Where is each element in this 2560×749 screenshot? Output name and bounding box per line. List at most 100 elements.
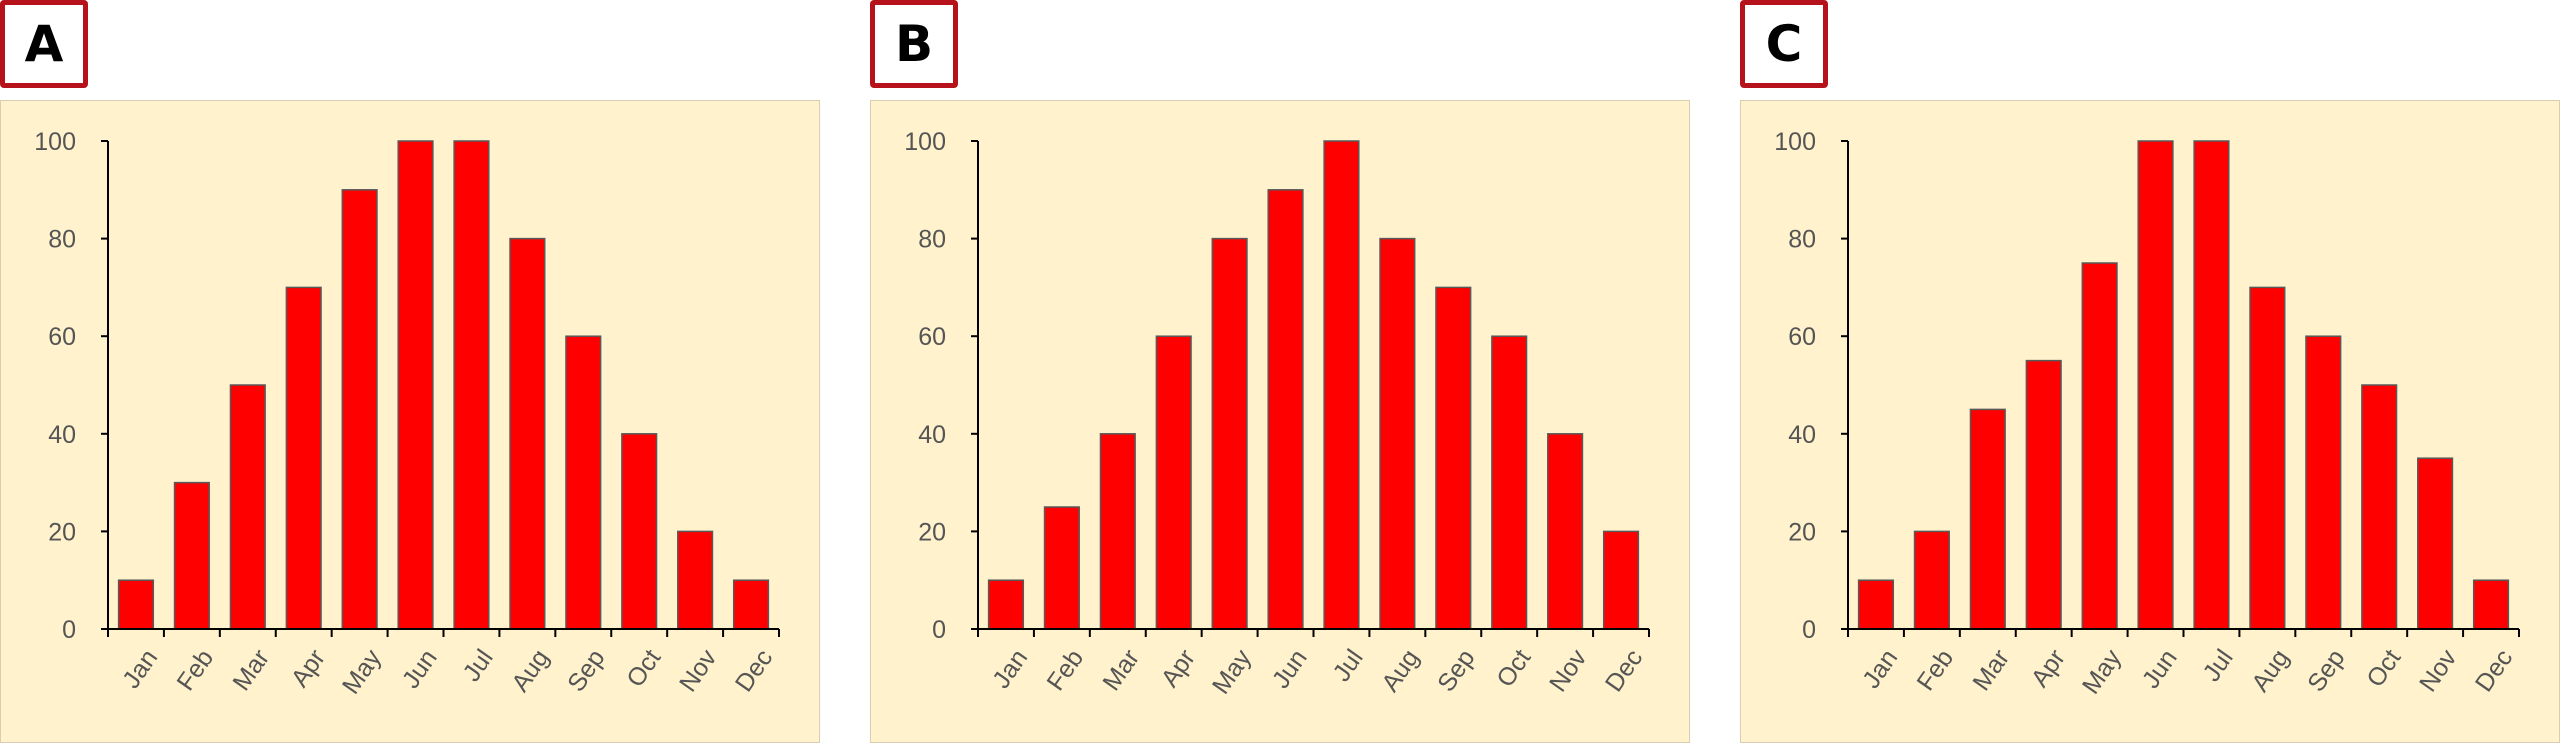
chart-panel-a: A 0 20 40 60 80 100 Jan Feb Mar Apr May Jun Jul Aug Se… [0,0,820,743]
bar [1547,433,1584,630]
chart-area: 0 20 40 60 80 100 Jan Feb Mar Apr May Jun Jul Aug Sep O… [870,100,1690,743]
x-tick-label: Oct [1491,644,1536,692]
y-tick-label: 60 [1788,323,1816,351]
x-tick-label: Jun [397,644,443,693]
x-tick-label: Oct [621,644,666,692]
bar [1491,335,1528,630]
bar-chart: 0 20 40 60 80 100 Jan Feb Mar Apr May Jun Jul Aug Sep O… [904,128,1650,699]
bar [2361,384,2398,630]
bar [732,579,770,630]
bar [285,286,322,630]
x-tick-label: Nov [2414,644,2463,697]
bar [173,481,210,630]
x-tick-label: Sep [1432,644,1480,696]
x-tick-label: Jul [457,644,498,686]
x-tick-label: Jun [2137,644,2183,693]
y-tick-label: 80 [918,226,946,254]
bar-chart: 0 20 40 60 80 100 Jan Feb Mar Apr May Jun Jul Aug Sep O… [1774,128,2520,699]
x-tick-label: Mar [227,644,275,695]
y-tick-label: 40 [48,421,76,449]
x-tick-label: Feb [171,644,219,695]
x-tick-label: May [1207,644,1257,699]
bar [987,579,1025,630]
y-tick-label: 60 [918,323,946,351]
x-tick-label: Mar [1097,644,1145,695]
x-tick-label: Jun [1267,644,1313,693]
bar [2137,140,2174,630]
bar [2305,335,2342,630]
x-tick-label: Nov [674,644,723,697]
x-tick-label: Dec [730,644,778,696]
y-tick-label: 20 [1788,518,1816,546]
x-tick-label: Feb [1911,644,1959,695]
bar [621,433,658,630]
x-tick-label: Jul [1327,644,1368,686]
bar [2025,359,2062,630]
bar [2193,140,2230,630]
panel-label-badge: C [1740,0,1828,88]
bar [2081,262,2118,630]
bar [2472,579,2510,630]
bar [1435,286,1472,630]
x-tick-label: Jul [2197,644,2238,686]
x-tick-label: Aug [1376,644,1424,696]
y-tick-label: 80 [48,226,76,254]
x-tick-label: Nov [1544,644,1593,697]
bar [1099,433,1136,630]
y-tick-label: 40 [1788,421,1816,449]
x-tick-label: Dec [2470,644,2518,696]
x-tick-label: Jan [117,644,163,693]
y-tick-label: 100 [1774,128,1816,156]
bar [117,579,155,630]
bar [677,530,714,630]
bar [2249,286,2286,630]
bar [453,140,490,630]
x-tick-label: Jan [1857,644,1903,693]
chart-area: 0 20 40 60 80 100 Jan Feb Mar Apr May Jun Jul Aug Sep O… [1740,100,2560,743]
y-tick-label: 20 [48,518,76,546]
bar [1913,530,1950,630]
chart-area: 0 20 40 60 80 100 Jan Feb Mar Apr May Jun Jul Aug Sep O… [0,100,820,743]
x-tick-label: Oct [2361,644,2406,692]
x-tick-label: Apr [2026,644,2071,692]
x-tick-label: Feb [1041,644,1089,695]
chart-panel-b: B 0 20 40 60 80 100 Jan Feb Mar Apr May Jun Jul Aug Se… [870,0,1690,743]
y-tick-label: 100 [904,128,946,156]
x-tick-label: Sep [2302,644,2350,696]
y-tick-label: 80 [1788,226,1816,254]
bar [229,384,266,630]
bar [2417,457,2454,630]
bar [1323,140,1360,630]
bar [565,335,602,630]
y-tick-label: 0 [932,616,946,644]
bar [1379,237,1416,630]
panel-label-badge: A [0,0,88,88]
y-tick-label: 0 [1802,616,1816,644]
panel-label-badge: B [870,0,958,88]
x-tick-label: May [337,644,387,699]
chart-panel-c: C 0 20 40 60 80 100 Jan Feb Mar Apr May Jun Jul Aug Se… [1740,0,2560,743]
x-tick-label: Jan [987,644,1033,693]
bar [1969,408,2006,630]
y-tick-label: 100 [34,128,76,156]
x-tick-label: Sep [562,644,610,696]
y-tick-label: 60 [48,323,76,351]
bar [397,140,434,630]
bar [1267,189,1304,630]
x-tick-label: Aug [506,644,554,696]
y-tick-label: 40 [918,421,946,449]
bar [509,237,546,630]
y-tick-label: 0 [62,616,76,644]
x-tick-label: Apr [1156,644,1201,692]
bar [341,189,378,630]
x-tick-label: May [2077,644,2127,699]
x-tick-label: Mar [1967,644,2015,695]
bar-chart: 0 20 40 60 80 100 Jan Feb Mar Apr May Jun Jul Aug Sep O… [34,128,780,699]
bar [1155,335,1192,630]
bar [1857,579,1895,630]
x-tick-label: Aug [2246,644,2294,696]
x-tick-label: Dec [1600,644,1648,696]
y-tick-label: 20 [918,518,946,546]
x-tick-label: Apr [286,644,331,692]
bar [1211,237,1248,630]
